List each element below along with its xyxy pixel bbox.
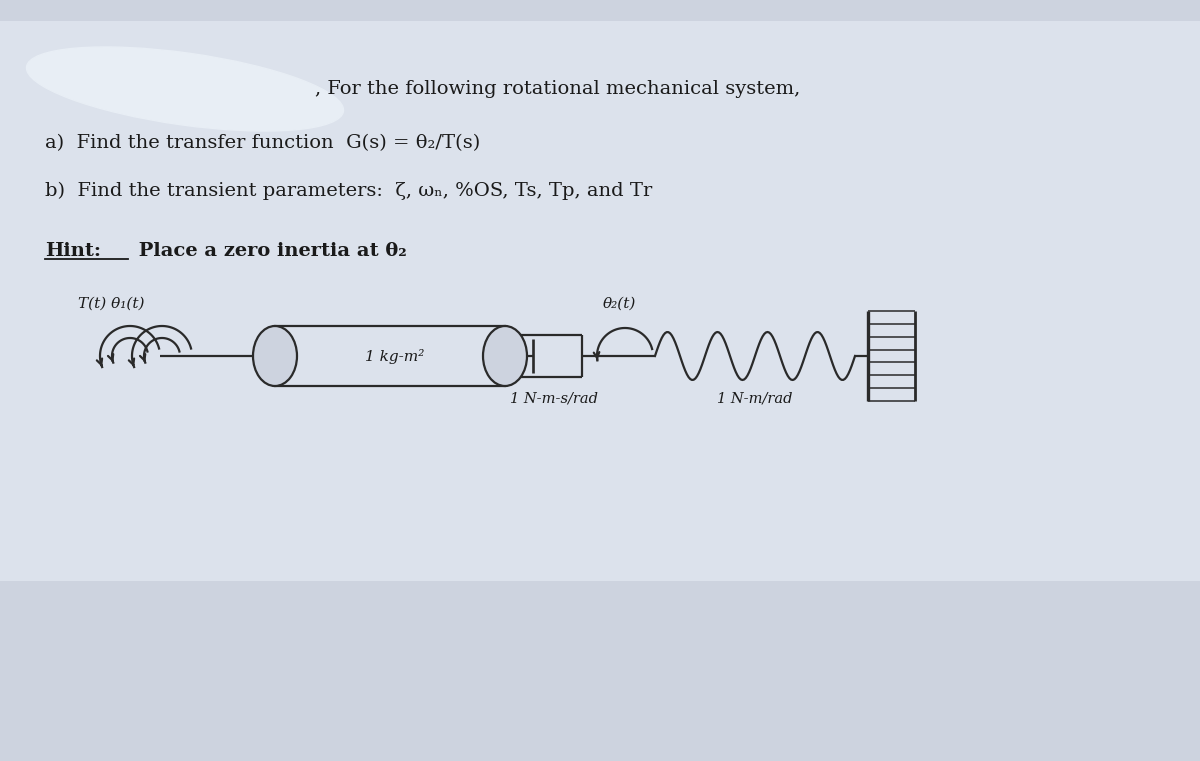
Text: 1 N-m-s/rad: 1 N-m-s/rad: [510, 391, 598, 405]
Bar: [275, 326, 505, 386]
Text: Hint:: Hint:: [46, 242, 101, 260]
Text: b)  Find the transient parameters:  ζ, ωₙ, %OS, Ts, Tp, and Tr: b) Find the transient parameters: ζ, ωₙ,…: [46, 182, 653, 200]
Text: a)  Find the transfer function  G(s) = θ₂/T(s): a) Find the transfer function G(s) = θ₂/…: [46, 134, 480, 152]
Ellipse shape: [253, 326, 298, 386]
Text: θ₂(t): θ₂(t): [604, 297, 636, 311]
Text: 1 N-m/rad: 1 N-m/rad: [718, 391, 793, 405]
Bar: [0, 21, 1200, 581]
Text: Place a zero inertia at θ₂: Place a zero inertia at θ₂: [132, 242, 407, 260]
Ellipse shape: [482, 326, 527, 386]
Text: T(t) θ₁(t): T(t) θ₁(t): [78, 297, 144, 311]
Text: 1 kg-m²: 1 kg-m²: [365, 349, 425, 364]
Text: , For the following rotational mechanical system,: , For the following rotational mechanica…: [314, 80, 800, 98]
Ellipse shape: [26, 47, 343, 131]
